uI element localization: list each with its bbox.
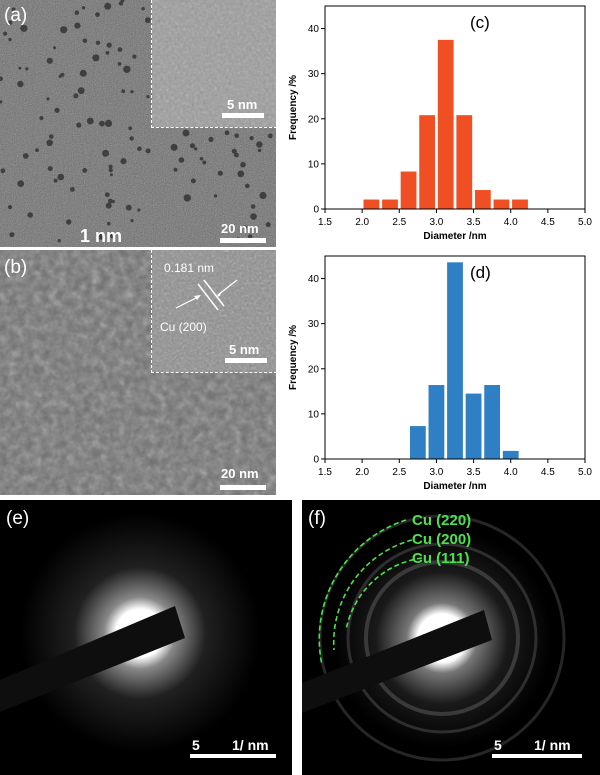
ring-arc-200 — [332, 539, 413, 651]
ring-arc-220 — [318, 519, 407, 666]
saed-image-f: (f) Cu (220) Cu (200) Cu (111) 5 1/ nm — [302, 500, 600, 775]
chart-c-xtick-label: 4.5 — [541, 217, 555, 228]
beam-stopper-e — [0, 606, 185, 712]
lattice-spacing-text: 0.181 nm — [164, 261, 215, 275]
panel-label-f: (f) — [308, 508, 326, 529]
histogram-c: 1.5 2.0 2.5 3.0 3.5 4.0 4.5 5.0 0 10 20 30 40 Diamete… — [288, 5, 592, 242]
chart-d-xtick-label: 3.5 — [467, 467, 481, 478]
chart-c-ytick-label: 30 — [308, 69, 320, 80]
chart-c-bar — [363, 199, 380, 209]
chart-d-bar — [428, 385, 445, 459]
chart-c-ytick-label: 20 — [308, 114, 320, 125]
tem-image-b: 0.181 nm Cu (200) 5 nm (b) 20 nm — [0, 250, 276, 495]
chart-c-bar — [474, 190, 491, 209]
scale-bar-f — [492, 754, 582, 758]
tem-image-a: 5 nm (a) 1 nm 20 nm — [0, 0, 276, 247]
scale-bar-e — [190, 754, 276, 758]
chart-c-xtick-label: 5.0 — [578, 217, 592, 228]
ring-label-220: Cu (220) — [412, 512, 472, 529]
saed-image-e: (e) 5 1/ nm — [0, 500, 292, 775]
scale-value-f: 5 — [494, 737, 502, 753]
chart-c-bar — [512, 199, 528, 209]
chart-c-bar — [493, 199, 510, 209]
chart-d-ylabel: Frequency /% — [288, 325, 299, 390]
beam-stopper-f — [302, 610, 492, 713]
chart-d-ytick-label: 30 — [308, 319, 320, 330]
chart-c-xtick-label: 2.5 — [392, 217, 406, 228]
panel-label-e: (e) — [6, 508, 30, 529]
chart-c-xlabel: Diameter /nm — [423, 231, 486, 242]
chart-d-bar — [484, 385, 501, 459]
inset-hrtem-b: 0.181 nm Cu (200) 5 nm — [151, 250, 276, 373]
chart-c-xtick-label: 3.5 — [467, 217, 481, 228]
chart-d-ytick-label: 10 — [308, 409, 320, 420]
chart-c-ytick-label: 40 — [308, 24, 320, 35]
panel-label-a: (a) — [4, 5, 28, 26]
chart-d-bar — [409, 426, 426, 459]
chart-c-xtick-label: 3.0 — [429, 217, 443, 228]
chart-c-bar — [382, 199, 398, 209]
chart-c-ylabel: Frequency /% — [288, 75, 299, 140]
ring-label-200: Cu (200) — [412, 531, 472, 548]
chart-c-xtick-label: 1.5 — [318, 217, 332, 228]
chart-d-xlabel: Diameter /nm — [423, 481, 486, 492]
chart-d-plot-frame — [324, 255, 586, 460]
scale-text-a: 20 nm — [221, 221, 259, 236]
chart-c-bar — [456, 115, 473, 209]
inset-scale-bar-a — [222, 113, 264, 118]
chart-c-bar — [400, 171, 417, 209]
scale-bar-a — [220, 238, 266, 243]
panel-label-b: (b) — [4, 257, 28, 278]
chart-d-ytick-label: 40 — [308, 274, 320, 285]
scale-bar-b — [220, 485, 266, 490]
chart-d-bar — [465, 393, 482, 459]
chart-d-xtick-label: 2.0 — [355, 467, 369, 478]
chart-c-bar — [419, 115, 436, 209]
inset-scale-bar-b — [225, 358, 267, 363]
scale-unit-f: 1/ nm — [534, 737, 571, 753]
ring-arc-111 — [345, 557, 423, 631]
inset-scale-text-a: 5 nm — [227, 97, 258, 112]
chart-d-bar — [502, 450, 519, 459]
chart-d-xtick-label: 2.5 — [392, 467, 406, 478]
ring-label-111: Cu (111) — [412, 550, 470, 567]
chart-d-xtick-label: 4.5 — [541, 467, 555, 478]
chart-d-ytick-label: 20 — [308, 364, 320, 375]
diffraction-ring-111 — [364, 560, 520, 716]
diffraction-ring-200 — [346, 542, 538, 734]
chart-c-plot-frame — [324, 5, 586, 210]
chart-d-ytick-label: 0 — [313, 455, 319, 466]
inset-scale-text-b: 5 nm — [229, 342, 260, 357]
chart-c-xtick-label: 4.0 — [504, 217, 518, 228]
histogram-d: 1.5 2.0 2.5 3.0 3.5 4.0 4.5 5.0 0 10 20 30 40 Diamete… — [288, 255, 592, 492]
chart-c-ytick-label: 10 — [308, 159, 320, 170]
inset-hrtem-a: 5 nm — [151, 0, 276, 128]
chart-d-panel-label: (d) — [470, 263, 491, 282]
chart-c-panel-label: (c) — [470, 13, 490, 32]
chart-d-xtick-label: 3.0 — [429, 467, 443, 478]
chart-c-xtick-label: 2.0 — [355, 217, 369, 228]
chart-c-ytick-label: 0 — [313, 205, 319, 216]
scale-unit-e: 1/ nm — [232, 737, 269, 753]
scale-text-b: 20 nm — [221, 466, 259, 481]
plane-text-b: Cu (200) — [160, 320, 207, 334]
chart-d-xtick-label: 4.0 — [504, 467, 518, 478]
scale-value-e: 5 — [192, 737, 200, 753]
chart-d-bar — [447, 262, 463, 459]
overlay-label-a: 1 nm — [80, 226, 123, 246]
chart-d-xtick-label: 5.0 — [578, 467, 592, 478]
chart-c-bar — [437, 39, 454, 210]
chart-d-xtick-label: 1.5 — [318, 467, 332, 478]
